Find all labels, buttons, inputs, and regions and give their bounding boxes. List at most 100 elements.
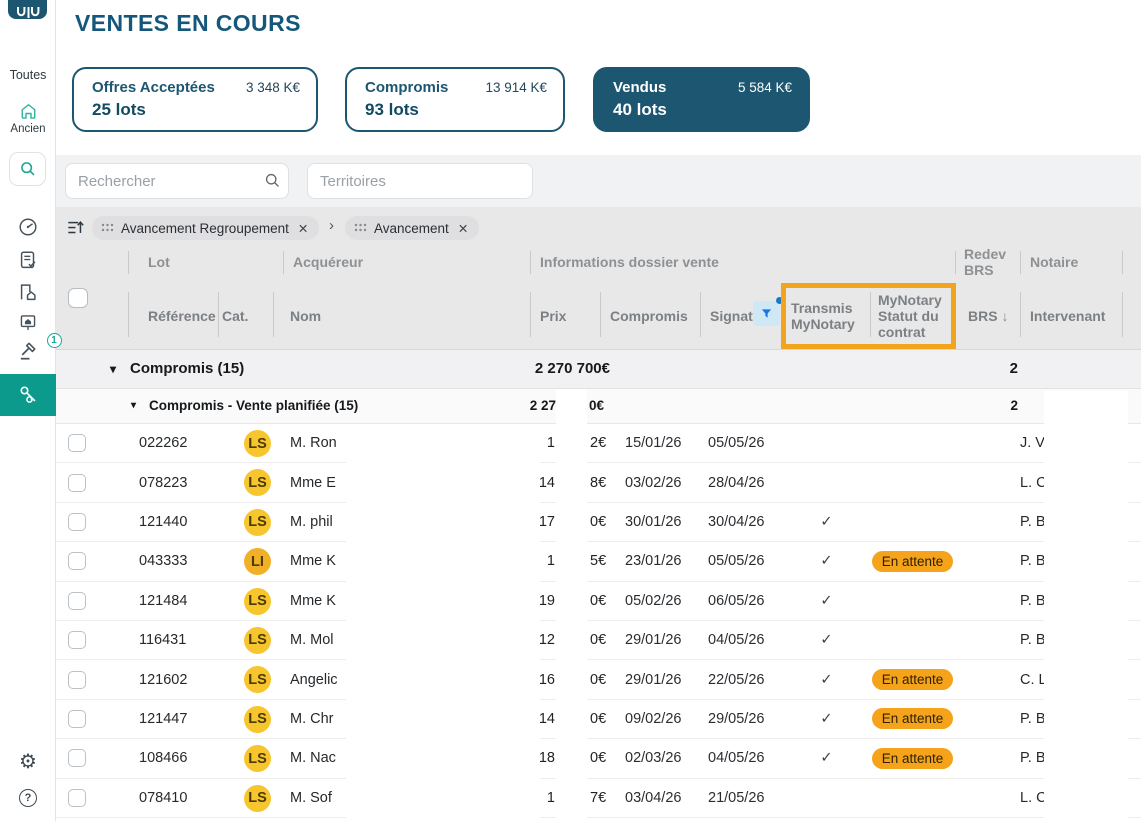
gauge-icon bbox=[19, 218, 37, 236]
sidebar-search-button[interactable] bbox=[9, 152, 46, 186]
card-label: Vendus bbox=[613, 79, 667, 96]
card-compromis[interactable]: Compromis 13 914 K€ 93 lots bbox=[345, 67, 565, 132]
transmitted-check-icon: ✓ bbox=[820, 513, 833, 530]
search-input[interactable] bbox=[65, 163, 289, 199]
row-checkbox[interactable] bbox=[68, 739, 86, 777]
select-all-checkbox[interactable] bbox=[68, 288, 88, 308]
card-vendus-selected[interactable]: Vendus 5 584 K€ 40 lots bbox=[593, 67, 810, 132]
cell-contract-status bbox=[870, 463, 955, 501]
card-label: Compromis bbox=[365, 79, 449, 96]
cell-intervenant: P. B bbox=[1020, 513, 1046, 530]
sidebar-toutes-label[interactable]: Toutes bbox=[9, 68, 47, 82]
subgroup-label: Compromis - Vente planifiée (15) bbox=[149, 398, 359, 413]
row-checkbox[interactable] bbox=[68, 621, 86, 659]
cell-signature-date: 29/05/26 bbox=[708, 710, 765, 727]
subgroup-price-left: 2 27 bbox=[529, 398, 556, 413]
cell-price-right: 8€ bbox=[590, 474, 607, 491]
col-header-reference[interactable]: Référence bbox=[148, 308, 216, 324]
chip-avancement[interactable]: Avancement ✕ bbox=[345, 216, 480, 240]
gear-icon: ⚙ bbox=[19, 751, 37, 773]
app-logo[interactable] bbox=[8, 0, 47, 19]
sidebar-item-auctions[interactable]: 1 bbox=[0, 333, 62, 368]
highlight-annotation-box bbox=[781, 283, 956, 349]
col-header-intervenant[interactable]: Intervenant bbox=[1030, 308, 1106, 324]
table-row[interactable]: 078223 LS Mme E 14 8€ 03/02/26 28/04/26 … bbox=[56, 463, 1141, 503]
sidebar: Toutes Ancien bbox=[0, 0, 62, 821]
cell-price-left: 12 bbox=[538, 632, 555, 649]
status-badge: En attente bbox=[871, 747, 954, 769]
table-row[interactable]: 022262 LS M. Ron 1 2€ 15/01/26 05/05/26 … bbox=[56, 424, 1141, 464]
col-header-cat[interactable]: Cat. bbox=[222, 308, 249, 324]
row-checkbox[interactable] bbox=[68, 660, 86, 698]
chip-close-icon[interactable]: ✕ bbox=[297, 221, 309, 236]
filter-dot-badge bbox=[776, 297, 783, 304]
sidebar-item-help[interactable]: ? bbox=[0, 789, 56, 807]
cell-compromis-date: 23/01/26 bbox=[625, 553, 682, 570]
table-row[interactable]: 121440 LS M. phil 17 0€ 30/01/26 30/04/2… bbox=[56, 502, 1141, 543]
subgroup-price-right: 0€ bbox=[589, 398, 605, 413]
group-header-redev: Redev bbox=[964, 246, 1007, 262]
cell-price-left: 1 bbox=[546, 435, 555, 452]
cell-compromis-date: 15/01/26 bbox=[625, 435, 682, 452]
sort-desc-icon[interactable]: ↓ bbox=[1001, 308, 1009, 324]
row-checkbox[interactable] bbox=[68, 779, 86, 817]
row-checkbox[interactable] bbox=[68, 503, 86, 541]
cell-reference: 022262 bbox=[139, 435, 188, 452]
card-lots: 40 lots bbox=[613, 100, 667, 119]
drag-dots-icon bbox=[101, 223, 114, 232]
card-offres-acceptees[interactable]: Offres Acceptées 3 348 K€ 25 lots bbox=[72, 67, 318, 132]
sidebar-item-properties[interactable] bbox=[0, 281, 56, 303]
collapse-caret-icon[interactable]: ▾ bbox=[131, 400, 137, 411]
col-header-transmis-mynotary[interactable]: Transmis MyNotary bbox=[791, 300, 855, 332]
territories-input[interactable] bbox=[307, 163, 533, 199]
cell-contract-status: En attente bbox=[870, 739, 955, 777]
subgroup-brs-count: 2 bbox=[1010, 398, 1018, 413]
home-icon bbox=[21, 104, 35, 119]
table-row[interactable]: 116431 LS M. Mol 12 0€ 29/01/26 04/05/26… bbox=[56, 620, 1141, 661]
table-row[interactable]: 108466 LS M. Nac 18 0€ 02/03/26 04/05/26… bbox=[56, 739, 1141, 779]
col-header-prix[interactable]: Prix bbox=[540, 308, 567, 324]
table-row[interactable]: 121484 LS Mme K 19 0€ 05/02/26 06/05/26 … bbox=[56, 581, 1141, 621]
table-row[interactable]: 121447 LS M. Chr 14 0€ 09/02/26 29/05/26… bbox=[56, 699, 1141, 740]
table-row[interactable]: 121602 LS Angelic 16 0€ 29/01/26 22/05/2… bbox=[56, 660, 1141, 700]
sidebar-item-programs[interactable] bbox=[0, 312, 56, 333]
sidebar-item-ancien[interactable]: Ancien bbox=[0, 101, 56, 135]
group-by-icon[interactable] bbox=[66, 219, 85, 237]
subgroup-row-vente-planifiee[interactable]: ▾ Compromis - Vente planifiée (15) 2 27 … bbox=[56, 389, 1141, 424]
cell-reference: 108466 bbox=[139, 750, 188, 767]
row-checkbox[interactable] bbox=[68, 424, 86, 462]
cell-intervenant: L. C bbox=[1020, 789, 1047, 806]
category-badge: LS bbox=[244, 745, 271, 773]
cell-intervenant: P. B bbox=[1020, 553, 1046, 570]
card-label: Offres Acceptées bbox=[92, 79, 215, 96]
cell-reference: 078223 bbox=[139, 474, 188, 491]
filter-active-icon[interactable] bbox=[753, 301, 780, 326]
chip-avancement-regroupement[interactable]: Avancement Regroupement ✕ bbox=[92, 216, 320, 240]
cell-buyer-name: Mme E bbox=[290, 474, 336, 491]
col-header-brs[interactable]: BRS ↓ bbox=[968, 308, 1009, 324]
cell-price-right: 2€ bbox=[590, 435, 607, 452]
cell-price-left: 19 bbox=[538, 592, 555, 609]
collapse-caret-icon[interactable]: ▾ bbox=[110, 362, 117, 376]
col-header-compromis[interactable]: Compromis bbox=[610, 308, 688, 324]
chip-close-icon[interactable]: ✕ bbox=[457, 221, 469, 236]
table-row[interactable]: 078410 LS M. Sof 1 7€ 03/04/26 21/05/26 … bbox=[56, 778, 1141, 818]
row-checkbox[interactable] bbox=[68, 700, 86, 738]
sidebar-item-sales-active[interactable] bbox=[0, 374, 56, 416]
sidebar-item-settings[interactable]: ⚙ bbox=[0, 752, 56, 772]
row-checkbox[interactable] bbox=[68, 463, 86, 501]
table-row[interactable]: 043333 LI Mme K 1 5€ 23/01/26 05/05/26 ✓… bbox=[56, 542, 1141, 582]
col-header-nom[interactable]: Nom bbox=[290, 308, 322, 324]
card-amount: 5 584 K€ bbox=[737, 80, 792, 95]
building-home-icon bbox=[20, 284, 36, 301]
cell-contract-status: En attente bbox=[870, 660, 955, 698]
group-row-compromis[interactable]: ▾ Compromis (15) 2 270 700€ 2 bbox=[56, 350, 1141, 389]
cell-price-left: 16 bbox=[538, 671, 555, 688]
sidebar-item-dashboard[interactable] bbox=[0, 216, 56, 238]
cell-signature-date: 05/05/26 bbox=[708, 553, 765, 570]
chip-label: Avancement bbox=[374, 220, 449, 236]
sidebar-item-checklist[interactable] bbox=[0, 249, 56, 271]
row-checkbox[interactable] bbox=[68, 542, 86, 580]
col-header-mynotary-statut[interactable]: MyNotary Statut du contrat bbox=[878, 292, 942, 340]
row-checkbox[interactable] bbox=[68, 582, 86, 620]
